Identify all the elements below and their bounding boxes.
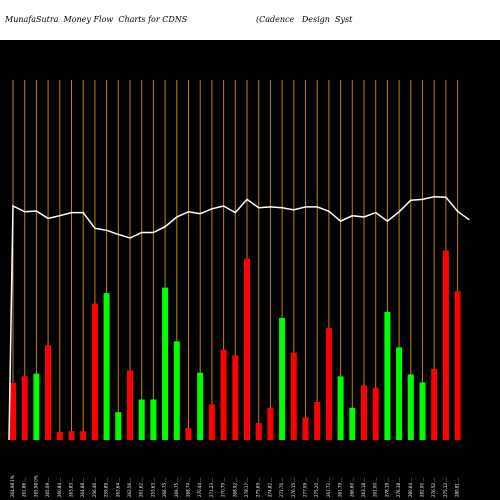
money-flow-bar [431,368,438,440]
x-tick-label: 264.88 ... [80,478,85,497]
money-flow-bar [33,373,40,440]
money-flow-bar [349,407,356,440]
money-flow-bar [302,417,309,440]
money-flow-bar [267,407,274,440]
x-tick-label: 261.62 ... [139,478,144,497]
x-tick-label: 276.38 ... [396,478,401,497]
money-flow-bar [325,327,332,440]
money-flow-bar [361,385,367,440]
money-flow-bar [173,341,180,440]
x-tick-label: 261.86 ... [22,478,27,497]
header-bar: MunafaSutra Money Flow Charts for CDNS (… [0,0,500,40]
money-flow-bar [150,399,157,440]
money-flow-bar [384,311,391,440]
money-flow-bar [10,382,16,440]
money-flow-bar [255,422,262,440]
x-tick-label: 268.92 ... [232,478,237,497]
x-tick-label: 275.20 ... [314,478,319,497]
money-flow-bar [127,370,133,440]
x-tick-label: 265.98 0% [33,475,38,497]
money-flow-bar [68,431,75,440]
x-tick-label: 267.72 ... [326,478,331,497]
x-tick-label: 262.56 ... [127,478,132,497]
chart-subtitle: (Cadence Design Syst [256,15,353,24]
x-tick-label: 253.63 ... [150,478,155,497]
money-flow-bar [407,374,414,440]
x-tick-label: 264.98 1% [10,475,15,497]
x-tick-label: 266.60 ... [349,478,354,497]
x-tick-label: 280.64 ... [408,478,413,497]
x-tick-label: 282.00 ... [420,478,425,497]
x-tick-label: 275.69 ... [256,478,261,497]
money-flow-bar [314,401,321,440]
money-flow-bar [103,293,110,440]
chart-title: MunafaSutra Money Flow Charts for CDNS [5,15,188,24]
money-flow-bar [220,349,227,440]
x-tick-label: 266.75 ... [162,478,167,497]
x-tick-label: 278.17 ... [244,478,249,497]
x-tick-label: 271.23 ... [209,478,214,497]
money-flow-bar [56,432,63,440]
x-tick-label: 277.09 ... [303,478,308,497]
x-tick-label: 269.75 ... [174,478,179,497]
x-tick-label: 260.84 ... [57,478,62,497]
money-flow-bar [244,258,250,440]
money-flow-bar [290,352,297,440]
x-tick-label: 278.18 ... [384,478,389,497]
x-tick-label: 270.44 ... [197,478,202,497]
x-tick-label: 275.12 ... [443,478,448,497]
money-flow-bar [208,404,215,440]
money-flow-bar [372,387,379,440]
money-flow-bar [21,376,28,440]
x-tick-label: 263.83 ... [69,478,74,497]
x-tick-label: 261.00 ... [373,478,378,497]
x-tick-label: 276.15 ... [291,478,296,497]
x-tick-label: 263.64 ... [115,478,120,497]
money-flow-bar [454,291,461,440]
money-flow-bar [279,317,286,440]
x-tick-label: 261.79 ... [338,478,343,497]
x-tick-label: 270.79 ... [221,478,226,497]
money-flow-bar [396,347,403,440]
x-tick-label: 263.18 ... [361,478,366,497]
money-flow-bar [138,399,145,440]
money-flow-bar [185,427,192,440]
x-tick-label: 256.46 ... [92,478,97,497]
money-flow-bar [337,376,344,440]
x-tick-label: 268.74 ... [186,478,191,497]
money-flow-bar [45,345,52,440]
x-tick-label: 274.82 ... [267,478,272,497]
money-flow-bar [197,372,204,440]
money-flow-bar [442,250,449,440]
money-flow-bar [80,431,87,440]
x-tick-label: 280.81 ... [455,478,460,497]
x-tick-label: 271.76 ... [279,478,284,497]
price-line [8,195,470,441]
money-flow-bar [91,303,98,440]
money-flow-bar [115,412,122,440]
money-flow-bar [232,355,239,440]
x-tick-label: 265.09 ... [45,478,50,497]
x-tick-label: 259.89 ... [104,478,109,497]
x-tick-label: 276.52 ... [431,478,436,497]
money-flow-bar [419,382,426,440]
money-flow-bar [162,287,169,440]
